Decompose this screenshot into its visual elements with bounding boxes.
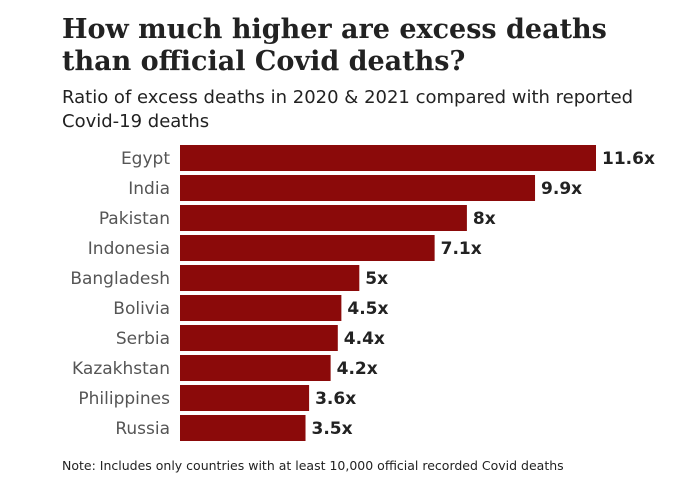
category-label-serbia: Serbia — [116, 329, 170, 349]
value-label-serbia: 4.4x — [344, 329, 385, 349]
value-label-russia: 3.5x — [312, 419, 353, 439]
bar-indonesia — [180, 235, 435, 261]
bar-pakistan — [180, 205, 467, 231]
value-label-pakistan: 8x — [473, 209, 496, 229]
bar-kazakhstan — [180, 355, 331, 381]
bar-serbia — [180, 325, 338, 351]
category-label-philippines: Philippines — [78, 389, 170, 409]
value-label-egypt: 11.6x — [602, 149, 655, 169]
bar-bangladesh — [180, 265, 360, 291]
chart-note: Note: Includes only countries with at le… — [62, 458, 564, 473]
value-label-bangladesh: 5x — [365, 269, 388, 289]
category-label-pakistan: Pakistan — [99, 209, 170, 229]
bar-russia — [180, 415, 306, 441]
value-label-bolivia: 4.5x — [347, 299, 388, 319]
category-label-india: India — [128, 179, 170, 199]
category-label-bolivia: Bolivia — [113, 299, 170, 319]
category-label-bangladesh: Bangladesh — [70, 269, 170, 289]
bar-egypt — [180, 145, 596, 171]
category-label-kazakhstan: Kazakhstan — [72, 359, 170, 379]
category-label-indonesia: Indonesia — [88, 239, 170, 259]
category-label-egypt: Egypt — [121, 149, 170, 169]
chart-title: How much higher are excess deaths than o… — [62, 14, 607, 77]
value-label-indonesia: 7.1x — [441, 239, 482, 259]
bar-philippines — [180, 385, 310, 411]
value-label-india: 9.9x — [541, 179, 582, 199]
bar-india — [180, 175, 536, 201]
category-label-russia: Russia — [115, 419, 170, 439]
value-label-kazakhstan: 4.2x — [337, 359, 378, 379]
value-label-philippines: 3.6x — [315, 389, 356, 409]
chart-subtitle: Ratio of excess deaths in 2020 & 2021 co… — [62, 87, 634, 132]
bar-bolivia — [180, 295, 342, 321]
